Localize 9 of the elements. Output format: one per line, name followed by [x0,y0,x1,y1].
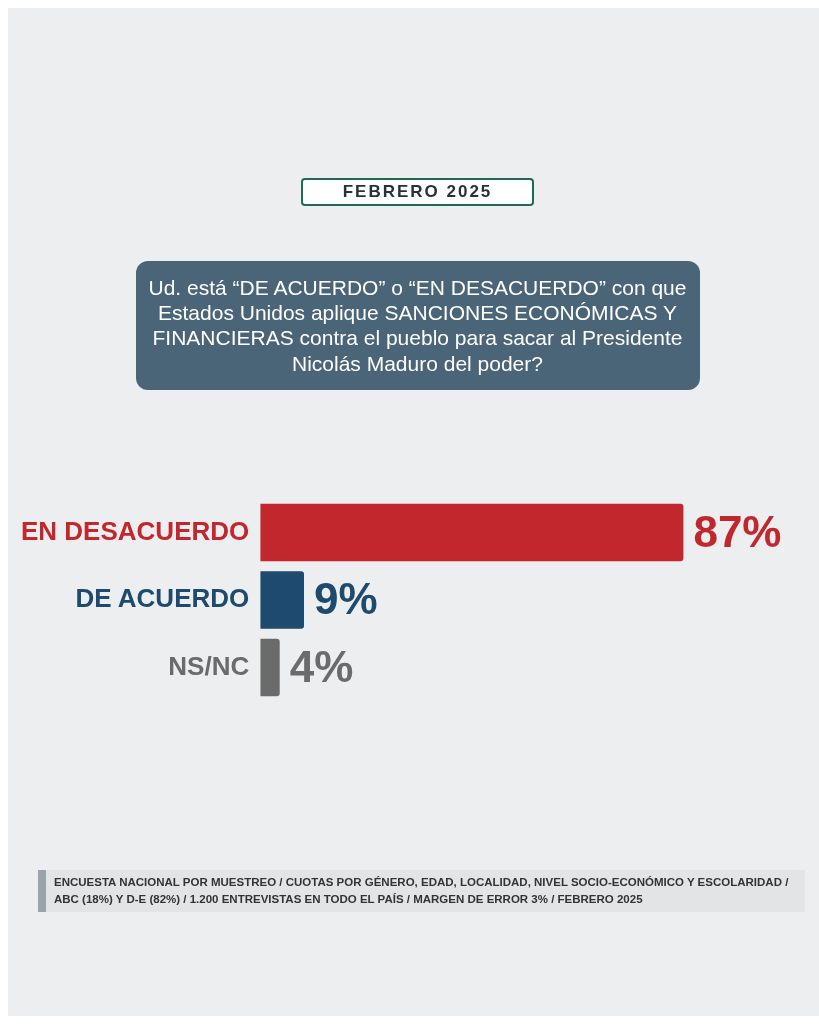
chart-subtitle: FEBRERO 2025 [300,178,535,206]
chart-title: Ud. está “DE ACUERDO” o “EN DESACUERDO” con que Estados Unidos aplique SANCIONES ECONÓMICAS Y FINANCIERAS contra el pueblo para sacar al Presidente Nicolás Maduro del poder? [135,261,700,390]
data-label: 87% [693,506,782,556]
y-tick-label: NS/NC [168,650,250,681]
text: ENCUESTA NACIONAL POR MUESTREO / CUOTAS POR GÉNERO, EDAD, LOCALIDAD, NIVEL SOCIO-ECONÓMICO Y ESCOLARIDAD / ABC (18%) Y D-E (82%) / 1.200 ENTREVISTAS EN TODO EL PAÍS / MARGEN DE ERROR 3% / FEBRERO 2025 [54,874,790,907]
data-label: 4% [289,641,354,691]
data-label: 9% [314,573,378,623]
y-tick-label: EN DESACUERDO [21,515,250,546]
y-tick-label: DE ACUERDO [75,582,250,613]
